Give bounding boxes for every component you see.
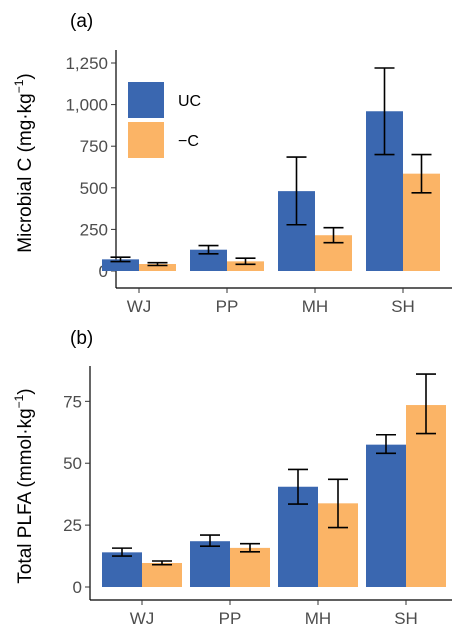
panel-a-microbial-c: (a) Microbial C (mg·kg−1) 0 250 500 750 1,000 1… [12,11,452,316]
panel-b-total-plfa: (b) Total PLFA (mmol·kg−1) 0 25 50 75 WJ PP MH SH [12,328,452,624]
bar-minus-c [406,405,446,587]
y-tick-label: 0 [99,262,108,281]
y-tick-label: 750 [80,137,108,156]
x-tick-label: MH [302,297,328,316]
x-tick-label: SH [391,297,415,316]
x-tick-label: MH [305,609,331,624]
y-axis-label: Microbial C (mg·kg−1) [12,73,36,252]
x-tick-label: WJ [127,297,152,316]
legend-label: UC [178,93,201,110]
x-tick-label: WJ [130,609,155,624]
legend-label: −C [178,133,199,150]
bar-uc [102,259,139,271]
bar-minus-c [230,547,270,587]
x-tick-label: PP [219,609,242,624]
x-tick-label: SH [394,609,418,624]
legend-swatch [128,82,164,118]
y-tick-label: 25 [63,516,82,535]
bar-uc [190,541,230,587]
legend-swatch [128,122,164,158]
bar-minus-c [227,261,264,271]
bar-minus-c [142,562,182,587]
y-tick-label: 50 [63,454,82,473]
bar-uc [366,444,406,587]
y-tick-label: 1,000 [65,96,108,115]
bar-minus-c [139,264,176,271]
y-tick-label: 0 [73,578,82,597]
y-tick-label: 1,250 [65,54,108,73]
bar-uc [190,249,227,271]
bar-uc [102,552,142,587]
y-tick-label: 250 [80,220,108,239]
y-tick-label: 500 [80,179,108,198]
x-tick-label: PP [216,297,239,316]
y-axis-label: Total PLFA (mmol·kg−1) [12,388,36,583]
panel-label: (a) [70,11,93,32]
y-tick-label: 75 [63,392,82,411]
panel-label: (b) [70,328,93,349]
